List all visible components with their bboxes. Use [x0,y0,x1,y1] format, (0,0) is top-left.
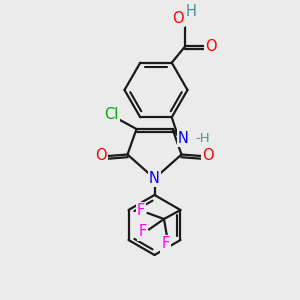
Text: F: F [137,203,145,218]
Text: Cl: Cl [104,107,119,122]
Text: -H: -H [195,132,210,145]
Text: F: F [138,224,146,239]
Text: O: O [172,11,184,26]
Text: H: H [186,4,197,19]
Text: N: N [149,171,160,186]
Text: F: F [161,236,169,251]
Text: N: N [178,131,189,146]
Text: O: O [206,39,217,54]
Text: O: O [202,148,213,164]
Text: O: O [96,148,107,164]
